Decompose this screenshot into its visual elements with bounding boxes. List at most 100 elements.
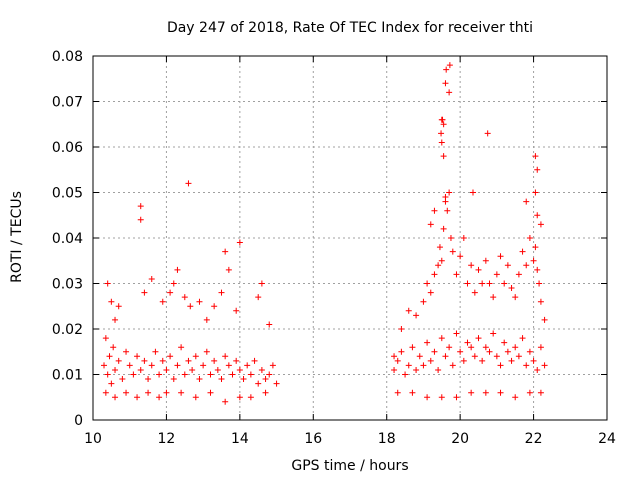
data-point: [416, 353, 423, 360]
plot-frame: [92, 55, 608, 421]
data-point: [523, 362, 530, 369]
data-point: [156, 371, 163, 378]
data-point: [534, 166, 541, 173]
data-point: [137, 366, 144, 373]
y-tick-label: 0.01: [52, 368, 83, 384]
data-point: [482, 344, 489, 351]
x-axis-label: GPS time / hours: [291, 458, 408, 474]
data-point: [431, 348, 438, 355]
data-point: [438, 130, 445, 137]
data-point: [504, 348, 511, 355]
data-point: [475, 335, 482, 342]
data-point: [137, 203, 144, 210]
data-point: [163, 366, 170, 373]
data-point: [526, 389, 533, 396]
data-point: [424, 394, 431, 401]
data-point: [438, 257, 445, 264]
data-point: [439, 116, 446, 123]
data-point: [409, 389, 416, 396]
data-point: [460, 235, 467, 241]
data-point: [405, 307, 412, 314]
data-point: [431, 207, 438, 214]
x-tick-label: 14: [231, 431, 249, 447]
data-point: [211, 357, 218, 364]
data-point: [440, 225, 447, 232]
y-tick-label: 0.07: [52, 95, 83, 111]
data-point: [464, 339, 471, 346]
data-point: [258, 280, 265, 287]
data-point: [493, 353, 500, 360]
data-point: [398, 326, 405, 332]
y-tick-label: 0.04: [52, 231, 83, 247]
data-point: [440, 121, 447, 128]
data-point: [532, 153, 539, 160]
data-point: [104, 280, 111, 287]
data-point: [141, 357, 148, 364]
data-point: [207, 371, 214, 378]
data-point: [530, 357, 537, 364]
data-point: [449, 362, 456, 369]
data-point: [530, 257, 537, 264]
data-point: [446, 344, 453, 351]
data-point: [170, 280, 177, 287]
data-point: [482, 389, 489, 396]
data-point: [262, 389, 269, 396]
data-point: [170, 376, 177, 383]
x-tick-label: 18: [378, 431, 396, 447]
data-point: [181, 294, 188, 301]
data-point: [222, 248, 229, 255]
data-point: [512, 344, 519, 351]
data-point: [167, 353, 174, 360]
data-point: [273, 380, 280, 387]
data-point: [185, 180, 192, 187]
data-point: [240, 376, 247, 383]
data-point: [187, 303, 194, 310]
data-point: [405, 362, 412, 369]
data-point: [141, 289, 148, 296]
data-point: [442, 194, 449, 201]
data-point: [468, 389, 475, 396]
data-point: [148, 362, 155, 369]
data-point: [126, 362, 133, 369]
data-point: [440, 153, 447, 160]
data-point: [148, 275, 155, 282]
data-point: [233, 357, 240, 364]
data-point: [471, 289, 478, 296]
data-point: [123, 389, 130, 396]
data-point: [134, 353, 141, 360]
data-point: [519, 248, 526, 255]
y-tick-label: 0.06: [52, 140, 83, 156]
data-point: [192, 394, 199, 401]
data-point: [537, 389, 544, 396]
data-point: [409, 344, 416, 351]
data-point: [534, 212, 541, 219]
data-point: [532, 189, 539, 196]
data-point: [225, 266, 232, 273]
data-point: [468, 262, 475, 269]
y-tick-label: 0.05: [52, 186, 83, 202]
data-point: [424, 339, 431, 346]
data-point: [515, 353, 522, 360]
data-point: [427, 289, 434, 296]
data-point: [447, 235, 454, 241]
data-point: [391, 366, 398, 373]
data-point: [446, 89, 453, 96]
data-point: [262, 376, 269, 383]
data-point: [475, 266, 482, 273]
data-point: [420, 362, 427, 369]
data-points: [101, 62, 548, 405]
data-point: [536, 280, 543, 287]
data-point: [145, 376, 152, 383]
data-point: [457, 348, 464, 355]
x-tick-label: 24: [598, 431, 616, 447]
data-point: [497, 389, 504, 396]
data-point: [218, 376, 225, 383]
data-point: [469, 189, 476, 196]
data-point: [152, 348, 159, 355]
data-point: [112, 316, 119, 323]
x-tick-labels: 10 12 14 16 18 20 22 24: [84, 431, 616, 447]
data-point: [490, 294, 497, 301]
data-point: [115, 303, 122, 310]
data-point: [427, 221, 434, 228]
